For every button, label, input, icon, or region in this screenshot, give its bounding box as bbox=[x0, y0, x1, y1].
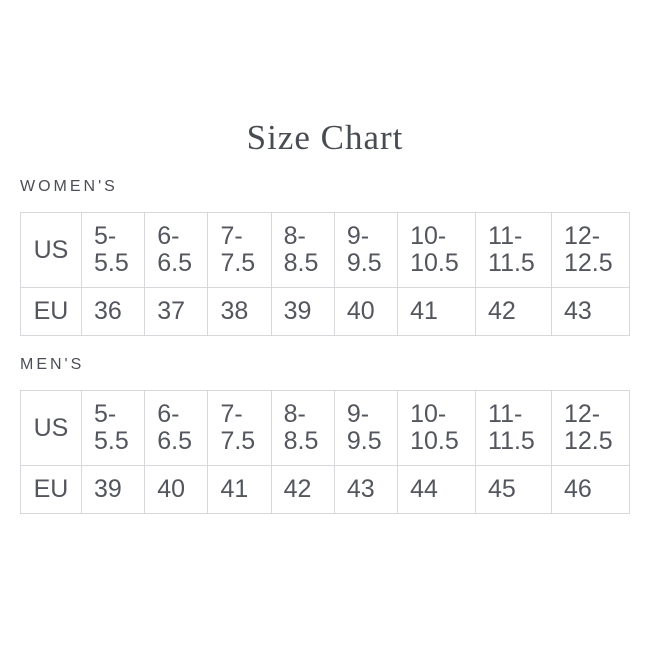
page-title: Size Chart bbox=[246, 118, 404, 157]
row-header-eu: EU bbox=[20, 287, 82, 336]
size-cell: 6- 6.5 bbox=[144, 390, 209, 466]
womens-size-table: US 5- 5.5 6- 6.5 7- 7.5 8- 8.5 9- 9.5 10… bbox=[20, 212, 630, 336]
size-cell: 12- 12.5 bbox=[551, 390, 630, 466]
size-cell: 5- 5.5 bbox=[80, 390, 146, 466]
size-cell: 8- 8.5 bbox=[270, 212, 335, 288]
size-cell: 9- 9.5 bbox=[333, 212, 399, 288]
womens-section-label: WOMEN'S bbox=[20, 178, 118, 195]
size-cell: 36 bbox=[80, 287, 146, 336]
size-cell: 7- 7.5 bbox=[207, 212, 272, 288]
size-cell: 5- 5.5 bbox=[80, 212, 146, 288]
size-cell: 12- 12.5 bbox=[551, 212, 630, 288]
size-cell: 11- 11.5 bbox=[475, 390, 552, 466]
size-cell: 8- 8.5 bbox=[270, 390, 335, 466]
mens-eu-row: EU 39 40 41 42 43 44 45 46 bbox=[20, 465, 630, 514]
size-cell: 45 bbox=[475, 465, 552, 514]
size-cell: 46 bbox=[551, 465, 630, 514]
size-cell: 43 bbox=[551, 287, 630, 336]
womens-eu-row: EU 36 37 38 39 40 41 42 43 bbox=[20, 287, 630, 336]
size-cell: 7- 7.5 bbox=[207, 390, 272, 466]
size-cell: 38 bbox=[207, 287, 272, 336]
row-header-us: US bbox=[20, 212, 82, 288]
size-cell: 40 bbox=[333, 287, 399, 336]
size-cell: 6- 6.5 bbox=[144, 212, 209, 288]
size-cell: 39 bbox=[270, 287, 335, 336]
size-cell: 10- 10.5 bbox=[397, 390, 477, 466]
size-cell: 40 bbox=[144, 465, 209, 514]
size-cell: 10- 10.5 bbox=[397, 212, 477, 288]
size-cell: 9- 9.5 bbox=[333, 390, 399, 466]
mens-us-row: US 5- 5.5 6- 6.5 7- 7.5 8- 8.5 9- 9.5 10… bbox=[20, 390, 630, 466]
size-cell: 42 bbox=[270, 465, 335, 514]
womens-section: WOMEN'S US 5- 5.5 6- 6.5 7- 7.5 8- 8.5 9… bbox=[20, 178, 630, 336]
size-cell: 39 bbox=[80, 465, 146, 514]
size-cell: 41 bbox=[207, 465, 272, 514]
size-cell: 41 bbox=[397, 287, 477, 336]
row-header-eu: EU bbox=[20, 465, 82, 514]
mens-size-table: US 5- 5.5 6- 6.5 7- 7.5 8- 8.5 9- 9.5 10… bbox=[20, 390, 630, 514]
size-cell: 11- 11.5 bbox=[475, 212, 552, 288]
mens-section: MEN'S US 5- 5.5 6- 6.5 7- 7.5 8- 8.5 9- … bbox=[20, 356, 630, 514]
size-chart-page: Size Chart WOMEN'S US 5- 5.5 6- 6.5 7- 7… bbox=[0, 118, 650, 650]
row-header-us: US bbox=[20, 390, 82, 466]
womens-us-row: US 5- 5.5 6- 6.5 7- 7.5 8- 8.5 9- 9.5 10… bbox=[20, 212, 630, 288]
size-cell: 42 bbox=[475, 287, 552, 336]
size-cell: 43 bbox=[333, 465, 399, 514]
mens-section-label: MEN'S bbox=[20, 356, 85, 373]
size-cell: 44 bbox=[397, 465, 477, 514]
size-cell: 37 bbox=[144, 287, 209, 336]
